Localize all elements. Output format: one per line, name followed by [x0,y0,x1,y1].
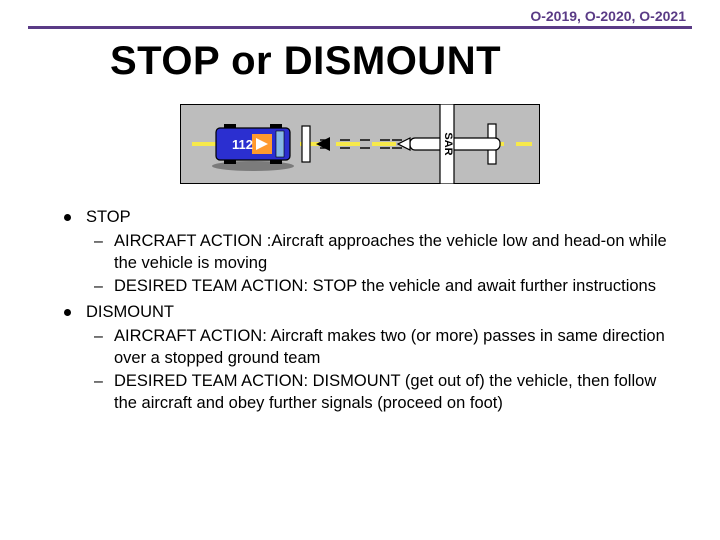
item-label: DISMOUNT [86,302,680,324]
sub-item: DESIRED TEAM ACTION: STOP the vehicle an… [86,276,680,298]
svg-text:112: 112 [232,137,253,152]
sub-item: AIRCRAFT ACTION: Aircraft makes two (or … [86,326,680,370]
sub-item-text: AIRCRAFT ACTION :Aircraft approaches the… [114,232,667,272]
sub-item-text: AIRCRAFT ACTION: Aircraft makes two (or … [114,327,665,367]
sub-list: AIRCRAFT ACTION: Aircraft makes two (or … [86,326,680,415]
sub-item: DESIRED TEAM ACTION: DISMOUNT (get out o… [86,371,680,415]
content: STOP AIRCRAFT ACTION :Aircraft approaches… [0,207,720,415]
diagram-svg: 112 SAR [180,104,540,184]
list-item: STOP AIRCRAFT ACTION :Aircraft approaches… [60,207,680,298]
header-rule [28,26,692,29]
header: O-2019, O-2020, O-2021 [0,0,720,29]
doc-codes: O-2019, O-2020, O-2021 [28,8,692,24]
sub-list: AIRCRAFT ACTION :Aircraft approaches the… [86,231,680,298]
sub-item: AIRCRAFT ACTION :Aircraft approaches the… [86,231,680,275]
svg-text:SAR: SAR [442,132,454,155]
bullet-list: STOP AIRCRAFT ACTION :Aircraft approaches… [60,207,680,415]
diagram: 112 SAR [180,104,540,189]
page-title: STOP or DISMOUNT [110,39,720,84]
sub-item-text: DESIRED TEAM ACTION: STOP the vehicle an… [114,277,656,295]
item-label: STOP [86,207,680,229]
sub-item-text: DESIRED TEAM ACTION: DISMOUNT (get out o… [114,372,656,412]
list-item: DISMOUNT AIRCRAFT ACTION: Aircraft makes … [60,302,680,415]
